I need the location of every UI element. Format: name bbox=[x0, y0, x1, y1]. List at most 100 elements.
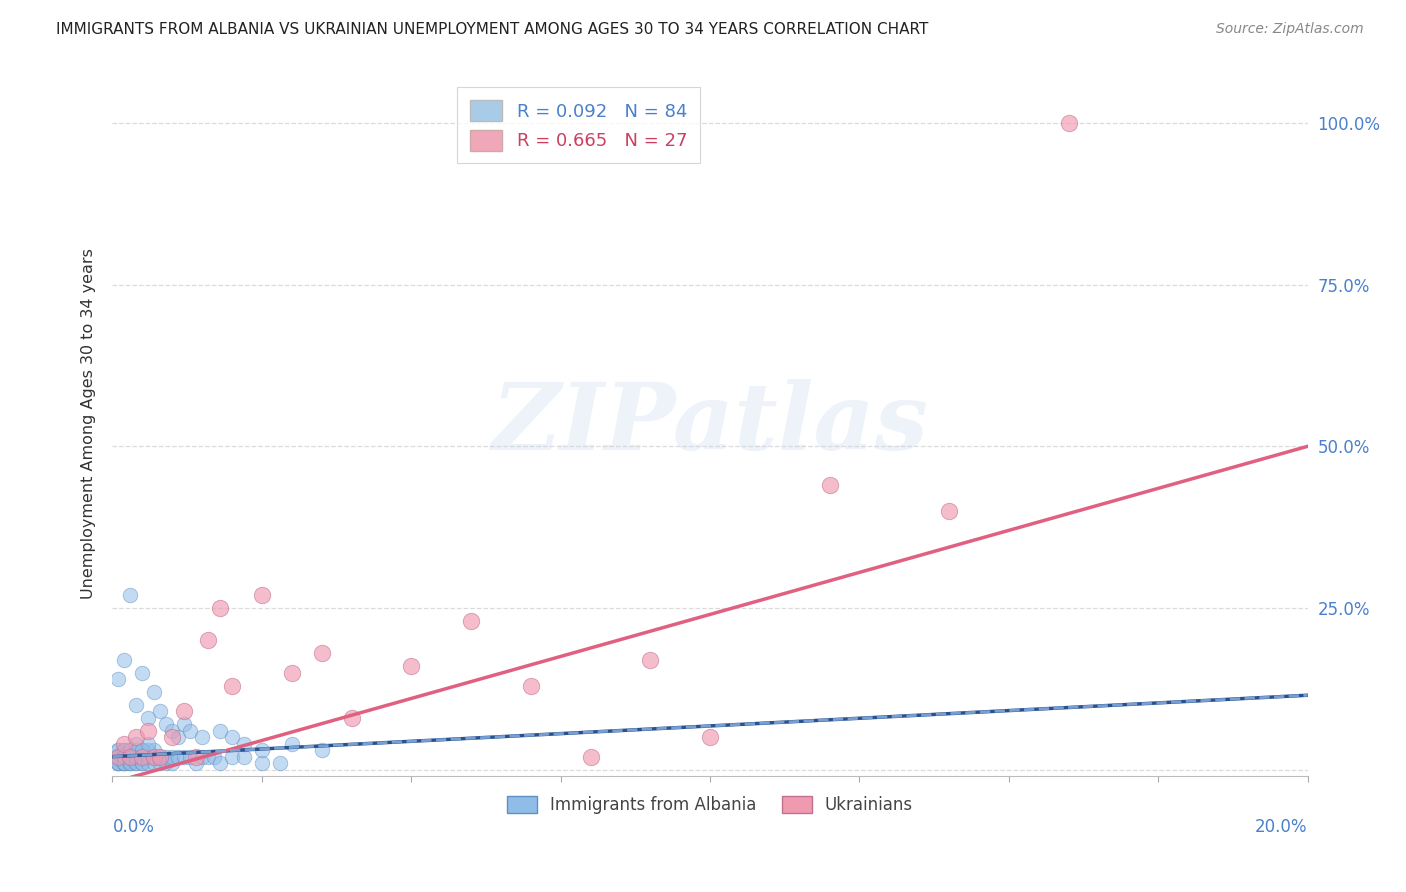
Point bbox=[155, 756, 177, 771]
Text: IMMIGRANTS FROM ALBANIA VS UKRAINIAN UNEMPLOYMENT AMONG AGES 30 TO 34 YEARS CORR: IMMIGRANTS FROM ALBANIA VS UKRAINIAN UNE… bbox=[56, 22, 928, 37]
Point bbox=[143, 756, 166, 771]
Point bbox=[149, 705, 172, 719]
Point bbox=[250, 756, 273, 771]
Point bbox=[120, 749, 142, 764]
Point bbox=[209, 723, 232, 738]
Point bbox=[114, 756, 135, 771]
Point bbox=[107, 756, 129, 771]
Point bbox=[149, 749, 172, 764]
Point bbox=[138, 737, 160, 751]
Point bbox=[143, 749, 166, 764]
Point bbox=[107, 743, 129, 757]
Point bbox=[107, 756, 129, 771]
Point bbox=[221, 731, 243, 745]
Point bbox=[107, 672, 129, 686]
Point bbox=[125, 743, 148, 757]
Point bbox=[114, 756, 135, 771]
Point bbox=[818, 478, 841, 492]
Point bbox=[640, 653, 662, 667]
Point bbox=[125, 749, 148, 764]
Point bbox=[114, 737, 135, 751]
Point bbox=[125, 731, 148, 745]
Point bbox=[250, 588, 273, 602]
Point bbox=[233, 749, 256, 764]
Point bbox=[125, 756, 148, 771]
Point bbox=[120, 756, 142, 771]
Point bbox=[938, 504, 960, 518]
Point bbox=[281, 665, 304, 680]
Point bbox=[191, 731, 214, 745]
Point bbox=[149, 756, 172, 771]
Point bbox=[125, 756, 148, 771]
Point bbox=[138, 711, 160, 725]
Point bbox=[125, 749, 148, 764]
Text: 20.0%: 20.0% bbox=[1256, 818, 1308, 837]
Point bbox=[114, 749, 135, 764]
Point bbox=[120, 749, 142, 764]
Point bbox=[114, 743, 135, 757]
Point bbox=[179, 723, 201, 738]
Point bbox=[131, 743, 153, 757]
Legend: Immigrants from Albania, Ukrainians: Immigrants from Albania, Ukrainians bbox=[501, 789, 920, 821]
Point bbox=[143, 743, 166, 757]
Text: ZIPatlas: ZIPatlas bbox=[492, 379, 928, 468]
Point bbox=[173, 749, 195, 764]
Point bbox=[1057, 116, 1080, 130]
Point bbox=[114, 749, 135, 764]
Point bbox=[186, 756, 208, 771]
Point bbox=[131, 756, 153, 771]
Point bbox=[197, 633, 219, 648]
Point bbox=[138, 743, 160, 757]
Point bbox=[120, 588, 142, 602]
Point bbox=[162, 756, 183, 771]
Point bbox=[107, 756, 129, 771]
Point bbox=[520, 679, 543, 693]
Point bbox=[107, 756, 129, 771]
Point bbox=[221, 749, 243, 764]
Point bbox=[269, 756, 291, 771]
Point bbox=[173, 717, 195, 731]
Point bbox=[162, 731, 183, 745]
Point bbox=[340, 711, 363, 725]
Point bbox=[209, 756, 232, 771]
Point bbox=[311, 743, 333, 757]
Point bbox=[579, 749, 602, 764]
Point bbox=[197, 749, 219, 764]
Point bbox=[131, 749, 153, 764]
Text: Source: ZipAtlas.com: Source: ZipAtlas.com bbox=[1216, 22, 1364, 37]
Point bbox=[202, 749, 225, 764]
Point bbox=[131, 665, 153, 680]
Point bbox=[149, 749, 172, 764]
Point bbox=[120, 749, 142, 764]
Point bbox=[131, 756, 153, 771]
Point bbox=[120, 743, 142, 757]
Point bbox=[114, 653, 135, 667]
Point bbox=[138, 749, 160, 764]
Point bbox=[114, 749, 135, 764]
Point bbox=[143, 749, 166, 764]
Point bbox=[114, 756, 135, 771]
Point bbox=[162, 723, 183, 738]
Point bbox=[125, 737, 148, 751]
Point bbox=[107, 749, 129, 764]
Point bbox=[179, 749, 201, 764]
Point bbox=[155, 717, 177, 731]
Point bbox=[114, 756, 135, 771]
Point bbox=[250, 743, 273, 757]
Point bbox=[191, 749, 214, 764]
Point bbox=[209, 601, 232, 615]
Point bbox=[167, 749, 190, 764]
Point bbox=[233, 737, 256, 751]
Point bbox=[138, 723, 160, 738]
Point bbox=[143, 685, 166, 699]
Point bbox=[281, 737, 304, 751]
Point bbox=[186, 749, 208, 764]
Point bbox=[460, 614, 482, 628]
Point bbox=[120, 756, 142, 771]
Point bbox=[155, 749, 177, 764]
Point bbox=[120, 743, 142, 757]
Point bbox=[120, 749, 142, 764]
Point bbox=[114, 749, 135, 764]
Point bbox=[138, 756, 160, 771]
Point bbox=[167, 731, 190, 745]
